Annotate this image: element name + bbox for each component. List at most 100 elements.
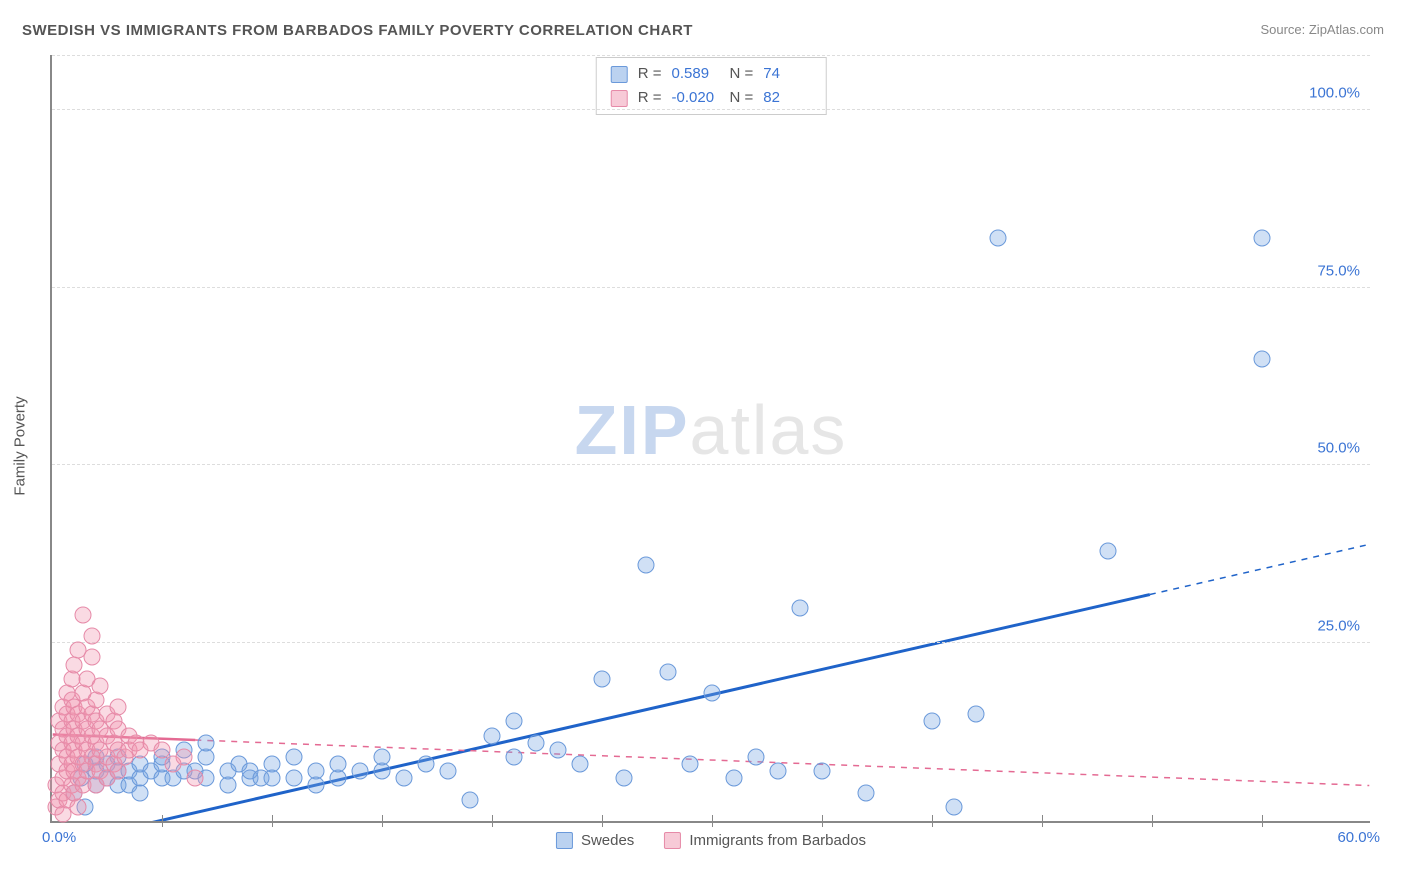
data-point-swedes (1100, 542, 1117, 559)
y-axis-title: Family Poverty (12, 396, 29, 495)
x-tick (162, 815, 163, 821)
data-point-swedes (946, 798, 963, 815)
x-tick (162, 821, 163, 827)
swatch-pink-icon (611, 90, 628, 107)
data-point-swedes (858, 784, 875, 801)
watermark-part2: atlas (690, 391, 848, 469)
x-tick (1042, 821, 1043, 827)
legend-label-swedes: Swedes (581, 832, 634, 849)
trend-line-ext-swedes (1150, 544, 1369, 594)
data-point-swedes (814, 763, 831, 780)
x-tick (382, 815, 383, 821)
gridline (52, 55, 1370, 56)
x-tick (1152, 821, 1153, 827)
gridline (52, 464, 1370, 465)
source-label: Source: ZipAtlas.com (1260, 22, 1384, 37)
trend-lines (52, 55, 1370, 821)
stats-row-swedes: R = 0.589 N = 74 (611, 62, 812, 86)
data-point-swedes (440, 763, 457, 780)
data-point-barbados (176, 749, 193, 766)
y-tick-label: 75.0% (1317, 262, 1360, 279)
data-point-swedes (924, 713, 941, 730)
gridline (52, 287, 1370, 288)
y-tick-label: 25.0% (1317, 618, 1360, 635)
data-point-swedes (572, 756, 589, 773)
data-point-swedes (264, 770, 281, 787)
watermark: ZIPatlas (575, 390, 848, 470)
data-point-swedes (968, 706, 985, 723)
x-tick (602, 821, 603, 827)
data-point-swedes (770, 763, 787, 780)
x-tick (822, 815, 823, 821)
swatch-blue-icon (611, 66, 628, 83)
x-tick (932, 821, 933, 827)
n-value-barbados: 82 (763, 86, 811, 110)
data-point-swedes (726, 770, 743, 787)
r-label: R = (638, 86, 662, 110)
data-point-swedes (462, 791, 479, 808)
n-label: N = (730, 86, 754, 110)
gridline (52, 642, 1370, 643)
data-point-swedes (286, 770, 303, 787)
data-point-swedes (550, 741, 567, 758)
watermark-part1: ZIP (575, 391, 690, 469)
data-point-swedes (198, 734, 215, 751)
data-point-swedes (594, 670, 611, 687)
x-tick (492, 815, 493, 821)
trend-line-swedes (97, 595, 1150, 821)
x-axis-max-label: 60.0% (1337, 829, 1380, 846)
r-value-barbados: -0.020 (672, 86, 720, 110)
legend-item-barbados: Immigrants from Barbados (664, 832, 866, 849)
data-point-swedes (308, 777, 325, 794)
data-point-swedes (330, 756, 347, 773)
data-point-swedes (704, 685, 721, 702)
data-point-swedes (528, 734, 545, 751)
data-point-barbados (83, 649, 100, 666)
chart-title: SWEDISH VS IMMIGRANTS FROM BARBADOS FAMI… (22, 22, 693, 39)
data-point-swedes (748, 749, 765, 766)
data-point-swedes (374, 749, 391, 766)
data-point-swedes (660, 663, 677, 680)
data-point-swedes (484, 727, 501, 744)
x-tick (712, 821, 713, 827)
gridline (52, 109, 1370, 110)
legend-item-swedes: Swedes (556, 832, 634, 849)
scatter-plot: ZIPatlas R = 0.589 N = 74 R = -0.020 N =… (50, 55, 1370, 823)
x-tick (932, 815, 933, 821)
data-point-barbados (187, 770, 204, 787)
data-point-swedes (506, 749, 523, 766)
x-axis-min-label: 0.0% (42, 829, 76, 846)
x-tick (822, 821, 823, 827)
r-value-swedes: 0.589 (672, 62, 720, 86)
data-point-swedes (1254, 229, 1271, 246)
data-point-swedes (220, 777, 237, 794)
data-point-swedes (286, 749, 303, 766)
x-tick (382, 821, 383, 827)
r-label: R = (638, 62, 662, 86)
stats-legend-box: R = 0.589 N = 74 R = -0.020 N = 82 (596, 57, 827, 115)
x-tick (1262, 815, 1263, 821)
data-point-barbados (74, 606, 91, 623)
x-tick (712, 815, 713, 821)
data-point-swedes (638, 557, 655, 574)
legend-label-barbados: Immigrants from Barbados (689, 832, 866, 849)
data-point-swedes (682, 756, 699, 773)
swatch-blue-icon (556, 832, 573, 849)
data-point-swedes (1254, 350, 1271, 367)
data-point-swedes (990, 229, 1007, 246)
x-tick (1042, 815, 1043, 821)
y-tick-label: 50.0% (1317, 440, 1360, 457)
data-point-barbados (83, 628, 100, 645)
data-point-barbados (70, 798, 87, 815)
x-tick (602, 815, 603, 821)
n-label: N = (730, 62, 754, 86)
series-legend: Swedes Immigrants from Barbados (556, 832, 866, 849)
stats-row-barbados: R = -0.020 N = 82 (611, 86, 812, 110)
data-point-swedes (132, 784, 149, 801)
x-tick (272, 821, 273, 827)
trend-line-ext-barbados (195, 740, 1369, 786)
data-point-swedes (616, 770, 633, 787)
data-point-swedes (352, 763, 369, 780)
x-tick (492, 821, 493, 827)
data-point-barbados (110, 699, 127, 716)
